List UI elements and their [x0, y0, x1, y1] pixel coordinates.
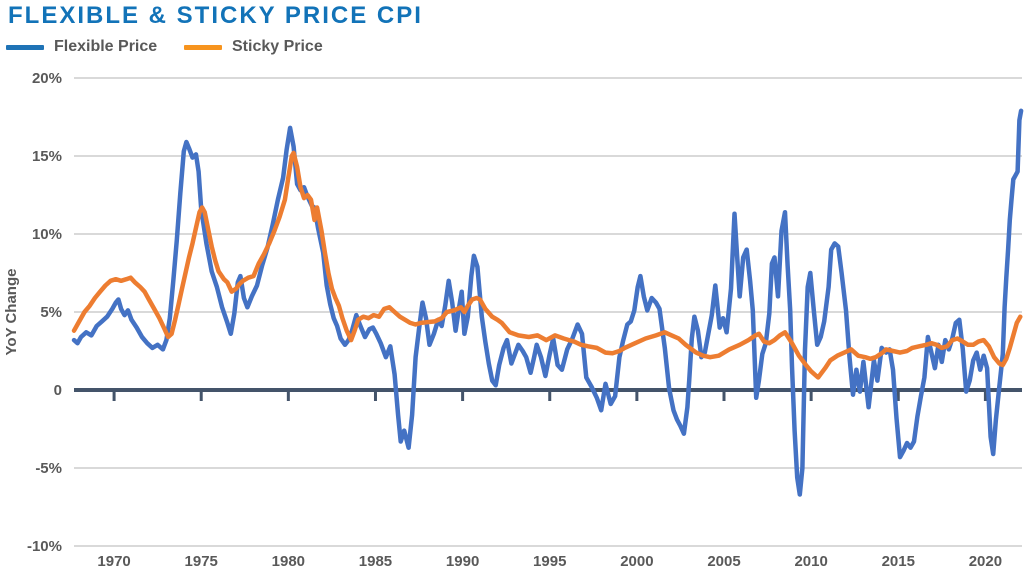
x-tick-label: 1995: [533, 553, 566, 570]
legend-label-sticky-price: Sticky Price: [232, 38, 323, 55]
sticky-price-line-swatch: [184, 44, 222, 50]
x-tick-label: 2015: [882, 553, 915, 570]
legend-label-flexible-price: Flexible Price: [54, 38, 158, 55]
y-tick-label: 10%: [32, 226, 62, 243]
y-axis-title: YoY Change: [3, 269, 20, 356]
x-tick-label: 2020: [969, 553, 1002, 570]
y-tick-label: 20%: [32, 70, 62, 87]
x-tick-label: 2000: [620, 553, 653, 570]
y-tick-label: -10%: [27, 538, 62, 555]
x-tick-label: 1980: [272, 553, 305, 570]
legend-item-flexible-price: Flexible Price: [6, 37, 157, 57]
series-line-sticky-price: [71, 150, 1023, 380]
y-tick-label: 0: [54, 382, 62, 399]
y-tick-label: 5%: [40, 304, 62, 321]
series-line-flexible-price: [71, 108, 1024, 497]
legend: Flexible Price Sticky Price: [0, 37, 1024, 57]
chart-title: FLEXIBLE & STICKY PRICE CPI: [8, 2, 423, 29]
y-tick-label: 15%: [32, 148, 62, 165]
x-tick-label: 1985: [359, 553, 392, 570]
legend-item-sticky-price: Sticky Price: [184, 37, 323, 57]
x-tick-label: 1975: [185, 553, 218, 570]
flexible-price-line-swatch: [6, 44, 44, 50]
x-tick-label: 2005: [707, 553, 740, 570]
x-tick-label: 2010: [794, 553, 827, 570]
x-tick-label: 1990: [446, 553, 479, 570]
y-tick-label: -5%: [35, 460, 62, 477]
x-tick-label: 1970: [97, 553, 130, 570]
